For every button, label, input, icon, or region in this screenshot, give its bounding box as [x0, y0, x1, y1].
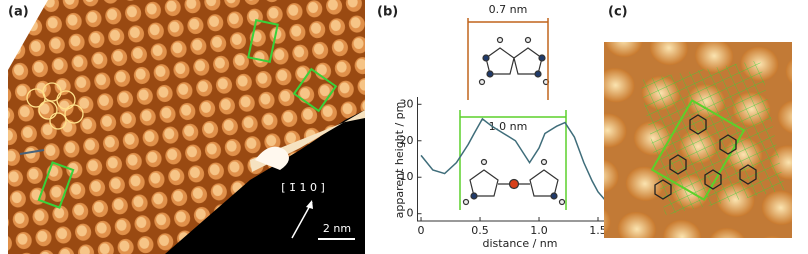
y-tick-label: 30 [400, 97, 414, 110]
x-axis-label: distance / nm [483, 237, 558, 250]
panel-label: (b) [377, 5, 398, 20]
annotation: 1.0 nm [489, 120, 528, 133]
y-tick-label: 20 [400, 134, 414, 147]
profile-line [420, 117, 617, 204]
direction-label: [ 1̄ 1 0 ] [281, 181, 325, 194]
molecule [462, 158, 566, 206]
y-axis-label: apparent height / pm [393, 102, 406, 219]
x-tick-label: 0.5 [471, 224, 489, 237]
y-tick-label: 10 [400, 170, 414, 183]
x-tick-label: 0 [418, 224, 425, 237]
molecule [478, 36, 550, 86]
y-tick-label: 0 [407, 207, 414, 220]
panel-label: (c) [608, 5, 628, 20]
annotation: 0.7 nm [489, 3, 528, 16]
annotation-bracket [459, 110, 567, 210]
axis-frame [417, 97, 622, 222]
scale-bar-label: 2 nm [323, 222, 351, 235]
x-tick-label: 1.0 [530, 224, 548, 237]
profile-chart: 0 10 20 30 0 0.5 1.0 1.5 [400, 97, 622, 237]
stm-image-a [8, 0, 365, 254]
annotation-bracket [467, 18, 549, 100]
panel-label: (a) [8, 5, 29, 20]
stm-image-c [604, 42, 792, 238]
x-tick-label: 1.5 [589, 224, 607, 237]
